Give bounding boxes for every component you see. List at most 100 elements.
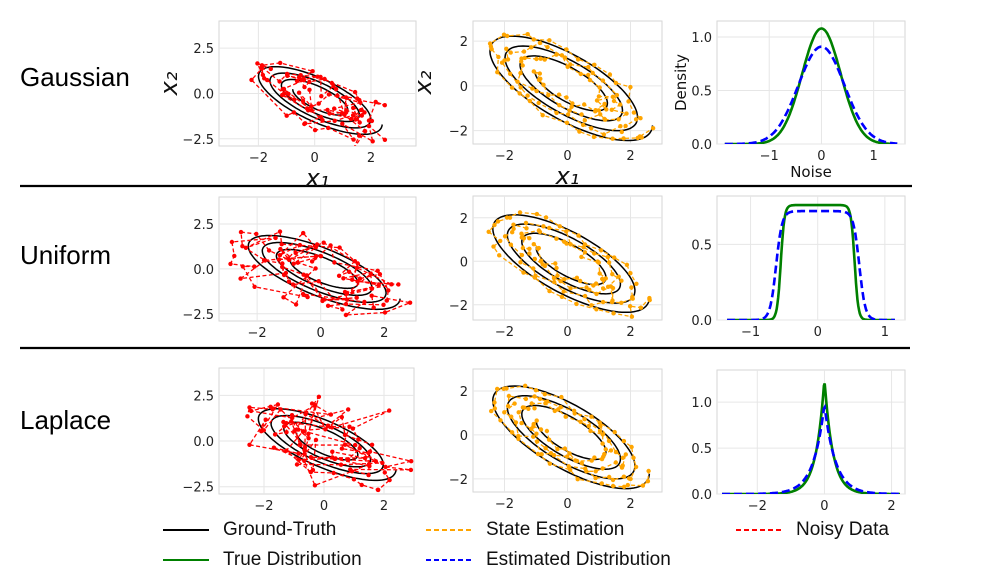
noisy-data-point — [331, 470, 336, 476]
noisy-data-point — [322, 76, 327, 82]
state-estimation-point — [498, 238, 503, 244]
state-estimation-point — [598, 423, 603, 429]
state-estimation-point — [594, 98, 600, 103]
state-estimation-point — [516, 436, 521, 442]
state-estimation-point — [547, 38, 552, 43]
noisy-data-point — [343, 312, 349, 318]
state-estimation-point — [561, 289, 566, 294]
noisy-data-point — [362, 110, 367, 115]
state-estimation-point — [600, 466, 605, 471]
state-estimation-point — [567, 451, 572, 456]
state-estimation-point — [542, 263, 547, 269]
state-estimation-point — [610, 94, 616, 100]
state-estimation-point — [634, 281, 639, 286]
state-estimation-point — [638, 305, 644, 310]
state-estimation-point — [562, 277, 567, 282]
noisy-data-point — [278, 407, 283, 412]
noisy-data-point — [302, 458, 307, 463]
state-estimation-point — [603, 276, 608, 281]
noisy-data-point — [232, 253, 237, 259]
series-estimated-distribution — [722, 403, 900, 494]
state-estimation-point — [519, 420, 524, 426]
state-estimation-point — [506, 393, 512, 399]
state-estimation-point — [603, 447, 608, 452]
state-estimation-point — [610, 477, 616, 483]
state-estimation-point — [572, 411, 577, 416]
state-estimation-point — [543, 215, 549, 220]
noisy-data-point — [298, 73, 303, 78]
state-estimation-point — [495, 70, 500, 75]
noisy-data-point — [342, 442, 348, 447]
state-estimation-point — [520, 245, 526, 251]
state-estimation-point — [532, 406, 537, 411]
noisy-data-point — [284, 448, 289, 453]
state-estimation-point — [520, 63, 525, 68]
y-tick-label: 2 — [460, 35, 468, 50]
state-estimation-point — [501, 32, 507, 37]
x-tick-label: 0 — [563, 325, 571, 340]
noisy-data-point — [309, 259, 315, 264]
state-estimation-point — [620, 455, 626, 460]
legend-item-estimated-distribution: Estimated Distribution — [426, 549, 671, 571]
noisy-data-point — [272, 432, 278, 437]
state-estimation-point — [552, 279, 557, 285]
state-estimation-point — [650, 126, 656, 131]
state-estimation-point — [507, 71, 513, 77]
noisy-data-point — [263, 258, 268, 263]
noisy-data-point — [316, 279, 321, 284]
x-tick-label: 0 — [817, 149, 825, 164]
row-label-gaussian: Gaussian — [20, 62, 130, 92]
noisy-data-point — [341, 276, 346, 281]
noisy-data-point — [280, 261, 285, 266]
noisy-data-point — [255, 61, 260, 66]
state-estimation-point — [604, 107, 609, 112]
state-estimation-point — [600, 432, 605, 437]
state-estimation-point — [623, 123, 628, 129]
noisy-data-point — [316, 394, 322, 399]
noisy-data-point — [369, 286, 375, 291]
noisy-data-point — [286, 279, 292, 284]
state-estimation-point — [592, 455, 597, 460]
state-estimation-point — [582, 250, 588, 255]
state-estimation-point — [540, 113, 545, 118]
noisy-data-point — [368, 271, 373, 276]
noisy-data-point — [248, 408, 254, 414]
noisy-data-point — [350, 277, 355, 282]
x-axis-label: x₁ — [555, 162, 580, 190]
state-estimation-point — [605, 284, 611, 289]
y-tick-label: 1.0 — [691, 396, 712, 411]
plot-area — [716, 369, 906, 495]
noisy-data-point — [281, 86, 287, 92]
state-estimation-point — [532, 275, 538, 280]
noisy-data-point — [328, 412, 334, 417]
noisy-data-point — [356, 437, 361, 442]
state-estimation-point — [618, 124, 623, 129]
noisy-data-point — [357, 276, 363, 281]
state-estimation-point — [597, 271, 602, 276]
noisy-data-point — [301, 230, 306, 236]
state-estimation-point — [586, 72, 591, 78]
noisy-data-point — [335, 93, 340, 99]
state-estimation-point — [491, 244, 496, 249]
state-estimation-point — [610, 483, 616, 489]
state-estimation-point — [628, 476, 633, 482]
state-estimation-point — [602, 117, 608, 122]
legend-item-state-estimation: State Estimation — [426, 519, 624, 541]
noisy-data-point — [296, 451, 301, 456]
state-estimation-point — [601, 132, 607, 137]
noisy-data-point — [396, 282, 401, 287]
state-estimation-point — [600, 276, 605, 282]
noisy-data-point — [380, 460, 385, 466]
state-estimation-point — [565, 112, 571, 117]
state-estimation-point — [553, 261, 558, 266]
state-estimation-point — [538, 427, 544, 432]
state-estimation-point — [598, 112, 603, 117]
noisy-data-point — [262, 76, 267, 81]
x-tick-label: 0 — [563, 149, 571, 164]
state-estimation-point — [536, 100, 541, 106]
noisy-data-point — [289, 419, 294, 424]
state-estimation-point — [570, 101, 575, 106]
row-label-uniform: Uniform — [20, 240, 112, 270]
x-tick-label: 2 — [626, 497, 634, 512]
noisy-data-point — [344, 108, 349, 113]
